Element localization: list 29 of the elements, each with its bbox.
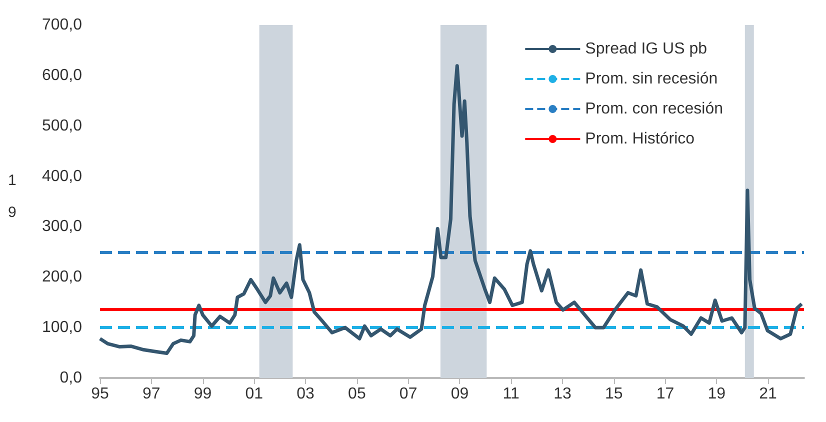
legend-label: Prom. sin recesión — [585, 70, 718, 88]
text: 1 — [8, 172, 16, 189]
x-tick-label: 95 — [91, 386, 109, 402]
y-tick-label: 300,0 — [42, 218, 82, 236]
y-tick-label: 0,0 — [60, 370, 82, 386]
legend-label: Spread IG US pb — [585, 40, 708, 58]
x-tick-label: 11 — [502, 386, 520, 402]
x-tick-label: 15 — [604, 386, 623, 402]
y-tick-label: 400,0 — [42, 168, 82, 185]
x-tick-label: 99 — [194, 386, 212, 402]
x-tick-label: 09 — [450, 386, 469, 402]
legend-label: Prom. Histórico — [585, 130, 695, 148]
y-tick-label: 600,0 — [42, 66, 82, 84]
x-tick-label: 03 — [296, 386, 315, 402]
line-series — [98, 64, 804, 356]
text: 9 — [8, 204, 16, 221]
x-tick-label: 01 — [245, 386, 264, 402]
y-tick-label: 100,0 — [42, 319, 82, 336]
y-tick-label: 200,0 — [42, 268, 82, 286]
x-tick-label: 07 — [399, 386, 418, 402]
x-tick-label: 19 — [708, 386, 726, 402]
x-tick-label: 13 — [554, 386, 572, 402]
x-tick-label: 05 — [348, 386, 366, 402]
y-tick-label: 700,0 — [42, 16, 82, 34]
x-tick-label: 21 — [759, 386, 778, 402]
legend-label: Prom. con recesión — [585, 100, 724, 118]
x-tick-label: 17 — [656, 386, 674, 402]
x-tick-label: 97 — [142, 386, 160, 402]
y-tick-label: 500,0 — [42, 117, 82, 134]
